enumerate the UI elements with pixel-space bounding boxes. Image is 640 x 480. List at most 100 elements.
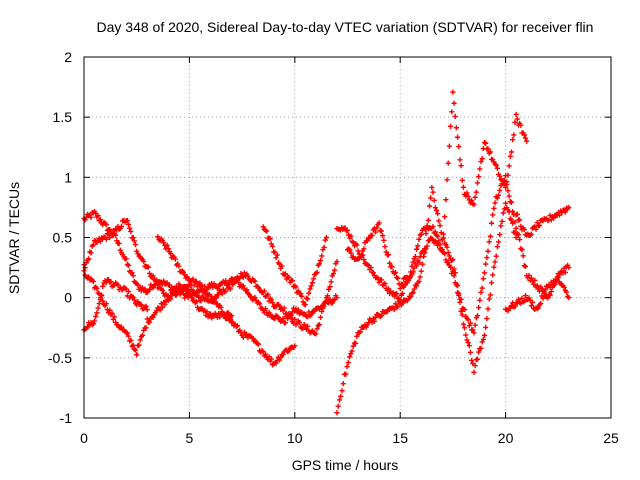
data-point <box>480 276 486 282</box>
data-point <box>470 327 476 333</box>
data-point <box>478 289 484 295</box>
data-point <box>295 307 301 313</box>
data-point <box>462 306 468 313</box>
data-point <box>512 119 518 125</box>
data-point <box>198 298 204 304</box>
data-point <box>98 292 105 298</box>
data-point <box>156 282 162 288</box>
data-point <box>218 304 224 310</box>
data-point <box>563 289 570 295</box>
data-point <box>100 283 106 289</box>
data-point <box>459 177 465 183</box>
data-point <box>329 300 335 306</box>
data-point <box>416 278 422 284</box>
data-point <box>422 249 428 256</box>
data-point <box>168 250 174 257</box>
data-point <box>125 221 132 228</box>
data-point <box>282 320 289 326</box>
data-point <box>150 314 156 320</box>
data-point <box>330 271 337 277</box>
data-point <box>495 239 502 245</box>
data-point <box>408 294 414 300</box>
data-point <box>176 263 182 269</box>
data-point <box>545 295 551 301</box>
data-point <box>364 238 371 244</box>
data-point <box>478 345 484 351</box>
data-point <box>426 203 433 209</box>
data-point <box>515 232 522 238</box>
data-point <box>268 297 274 303</box>
data-point <box>532 277 538 283</box>
data-point <box>562 209 568 215</box>
data-point <box>476 304 482 311</box>
data-point <box>522 293 529 299</box>
data-point <box>562 269 568 275</box>
x-tick-label: 25 <box>603 430 619 446</box>
y-tick-label: 0 <box>64 290 72 306</box>
data-point <box>503 184 509 191</box>
data-point <box>255 341 262 347</box>
data-point <box>373 314 379 320</box>
data-point <box>507 153 513 160</box>
data-point <box>381 237 387 244</box>
series-sat-h <box>334 184 519 416</box>
data-point <box>91 318 98 324</box>
y-tick-label: -1 <box>60 410 73 426</box>
data-point <box>522 135 529 141</box>
data-point <box>376 220 382 226</box>
data-point <box>308 312 314 318</box>
data-point <box>521 132 527 138</box>
data-point <box>481 270 488 276</box>
data-point <box>116 240 122 247</box>
data-point <box>82 217 88 223</box>
data-point <box>498 223 504 229</box>
data-point <box>479 156 485 162</box>
data-point <box>193 288 200 295</box>
data-point <box>88 250 94 256</box>
data-point <box>521 226 527 233</box>
data-point <box>513 234 519 241</box>
data-point <box>261 288 267 294</box>
data-point <box>354 333 360 339</box>
y-axis-label: SDTVAR / TECUs <box>6 182 22 294</box>
data-point <box>125 288 132 295</box>
data-point <box>508 217 515 223</box>
data-point <box>279 263 285 269</box>
data-point <box>490 272 496 278</box>
data-point <box>355 248 361 254</box>
data-point <box>322 237 328 243</box>
data-point <box>493 253 499 259</box>
data-point <box>465 193 471 200</box>
data-point <box>507 305 513 311</box>
data-point <box>492 200 498 206</box>
data-point <box>199 284 205 290</box>
data-point <box>431 197 437 204</box>
data-point <box>328 279 334 285</box>
chart-title: Day 348 of 2020, Sidereal Day-to-day VTE… <box>97 19 594 35</box>
data-point <box>486 296 492 302</box>
data-point <box>175 286 181 293</box>
data-point <box>472 362 478 369</box>
data-point <box>94 285 100 291</box>
data-point <box>522 263 529 270</box>
data-point <box>312 308 318 314</box>
series-sat-k <box>503 274 572 314</box>
data-point <box>478 158 484 165</box>
data-point <box>97 297 103 303</box>
data-point <box>471 369 477 375</box>
data-point <box>371 318 378 324</box>
data-point <box>335 403 341 409</box>
data-point <box>460 321 467 327</box>
data-point <box>500 210 506 216</box>
data-point <box>127 225 133 231</box>
data-point <box>189 292 195 298</box>
data-point <box>481 332 488 338</box>
data-point <box>157 307 163 313</box>
data-point <box>123 256 129 262</box>
data-point <box>320 305 326 311</box>
data-point <box>456 290 462 297</box>
x-tick-label: 20 <box>498 430 514 446</box>
data-point <box>146 270 153 277</box>
data-point <box>446 253 452 259</box>
data-point <box>321 244 327 250</box>
